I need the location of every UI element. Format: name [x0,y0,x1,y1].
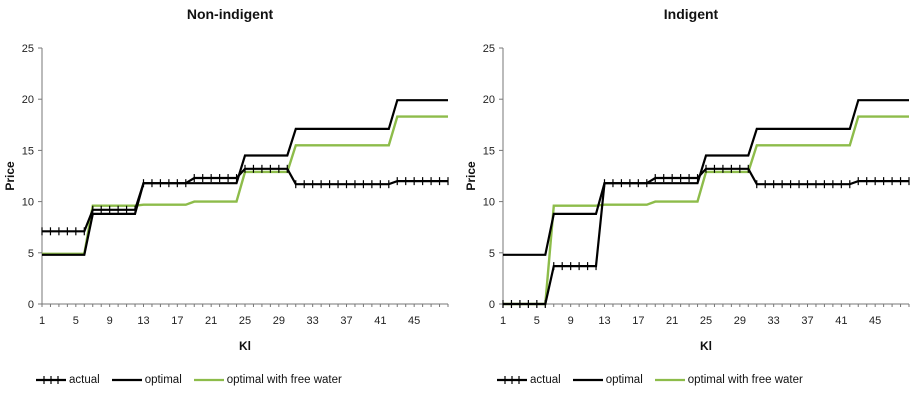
y-tick-label: 25 [483,43,495,55]
legend-label: optimal [605,374,643,386]
chart-non-indigent: Non-indigent 0 5 10 15 20 25 1 5 9 13 17 21 25 29 33 37… [0,0,460,395]
legend-item: optimal with free water [654,374,803,386]
x-tick-label: 45 [408,315,420,327]
x-tick-label: 33 [307,315,319,327]
y-axis-title: Price [3,161,17,191]
x-tick-label: 9 [107,315,113,327]
x-tick-label: 21 [205,315,217,327]
x-tick-label: 21 [666,315,678,327]
x-tick-label: 37 [801,315,813,327]
y-tick-label: 10 [483,197,495,209]
chart-title: Indigent [663,6,719,22]
x-tick-label: 5 [73,315,79,327]
y-tick-label: 5 [28,248,34,260]
y-axis-title: Price [464,161,478,191]
y-tick-label: 5 [489,248,495,260]
x-axis-title: Kl [239,339,251,353]
x-tick-label: 41 [374,315,386,327]
legend-swatch [654,378,685,382]
series-line-actual [503,167,909,306]
series-line-optimal [503,99,909,256]
x-tick-label: 5 [534,315,540,327]
legend-label: actual [530,374,561,386]
legend: actual optimal optimal with free water [36,370,446,390]
y-tick-label: 10 [22,197,34,209]
x-tick-label: 29 [273,315,285,327]
x-tick-label: 25 [239,315,251,327]
x-axis-title: Kl [700,339,712,353]
legend-swatch [36,376,66,384]
y-tick-label: 15 [483,145,495,157]
legend-label: optimal [144,374,182,386]
y-tick-label: 15 [22,145,34,157]
legend-item: actual [497,374,561,386]
y-tick-label: 20 [483,94,495,106]
series-line-optimal-with-free-water [42,115,448,255]
legend-swatch [497,376,527,384]
x-tick-label: 1 [500,315,506,327]
y-tick-label: 20 [22,94,34,106]
x-tick-label: 1 [39,315,45,327]
y-tick-label: 25 [22,43,34,55]
legend-swatch [193,378,224,382]
x-tick-label: 17 [171,315,183,327]
x-tick-label: 33 [768,315,780,327]
x-tick-label: 9 [568,315,574,327]
chart-indigent: Indigent 0 5 10 15 20 25 1 5 9 13 17 21 25 29 33 37 41 45… [461,0,921,395]
legend-label: optimal with free water [226,374,342,386]
legend-label: actual [69,374,100,386]
chart-title: Non-indigent [186,6,274,22]
legend-item: optimal [111,374,182,386]
x-tick-label: 25 [700,315,712,327]
legend-item: optimal [572,374,643,386]
x-tick-label: 45 [869,315,881,327]
legend-label: optimal with free water [687,374,803,386]
legend-swatch [111,378,142,382]
x-tick-label: 41 [835,315,847,327]
x-tick-label: 37 [340,315,352,327]
y-tick-label: 0 [489,299,495,311]
series-line-optimal [42,99,448,256]
legend-swatch [572,378,603,382]
x-tick-label: 29 [734,315,746,327]
legend-item: optimal with free water [193,374,342,386]
series-line-optimal-with-free-water [503,115,909,306]
legend: actual optimal optimal with free water [497,370,907,390]
legend-item: actual [36,374,100,386]
x-tick-label: 13 [137,315,149,327]
x-tick-label: 13 [598,315,610,327]
y-tick-label: 0 [28,299,34,311]
series-line-actual [42,167,448,233]
x-tick-label: 17 [632,315,644,327]
